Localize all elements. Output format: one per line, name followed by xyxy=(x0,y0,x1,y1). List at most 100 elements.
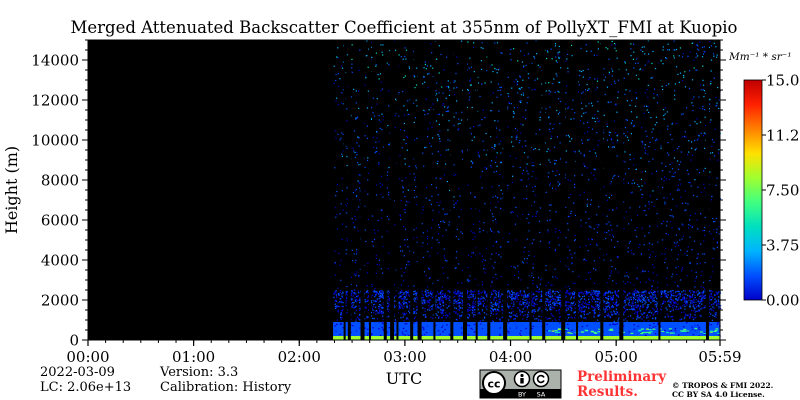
noise-pixel xyxy=(438,307,440,309)
boundary-layer-pixel xyxy=(497,324,500,326)
noise-pixel xyxy=(674,49,676,51)
noise-pixel xyxy=(614,292,617,295)
noise-pixel xyxy=(415,312,417,314)
noise-pixel xyxy=(623,217,625,219)
noise-pixel xyxy=(674,242,676,244)
noise-pixel xyxy=(565,150,567,152)
noise-pixel xyxy=(603,294,605,296)
noise-pixel xyxy=(335,194,337,197)
noise-pixel xyxy=(454,293,456,295)
noise-pixel xyxy=(549,240,551,243)
noise-pixel xyxy=(610,138,612,141)
noise-pixel xyxy=(398,296,400,299)
noise-pixel xyxy=(403,122,406,125)
noise-pixel xyxy=(380,291,382,294)
boundary-layer-pixel xyxy=(468,329,471,331)
noise-pixel xyxy=(665,178,667,180)
noise-pixel xyxy=(650,296,652,298)
noise-pixel xyxy=(710,80,712,83)
noise-pixel xyxy=(496,303,498,305)
noise-pixel xyxy=(470,296,472,298)
boundary-layer-pixel xyxy=(498,326,501,328)
noise-pixel xyxy=(415,99,417,101)
noise-pixel xyxy=(598,224,600,226)
noise-pixel xyxy=(413,312,415,314)
boundary-layer-pixel xyxy=(491,327,493,329)
noise-pixel xyxy=(533,305,536,307)
noise-pixel xyxy=(612,142,614,144)
noise-pixel xyxy=(673,176,675,178)
noise-pixel xyxy=(387,308,389,310)
noise-pixel xyxy=(547,303,550,306)
boundary-layer-pixel xyxy=(622,325,625,327)
noise-pixel xyxy=(414,176,417,178)
noise-pixel xyxy=(525,145,527,147)
noise-pixel xyxy=(493,308,495,310)
noise-pixel xyxy=(640,291,642,293)
noise-pixel xyxy=(485,306,487,308)
noise-pixel xyxy=(526,307,529,309)
noise-pixel xyxy=(469,96,471,98)
noise-pixel xyxy=(467,184,469,186)
boundary-layer-pixel xyxy=(371,324,374,326)
boundary-layer-pixel xyxy=(610,325,613,327)
noise-pixel xyxy=(623,290,625,292)
noise-pixel xyxy=(553,78,555,80)
noise-pixel xyxy=(359,297,361,299)
noise-pixel xyxy=(453,174,455,177)
noise-pixel xyxy=(661,290,664,293)
noise-pixel xyxy=(431,183,433,186)
noise-pixel xyxy=(484,317,486,319)
noise-pixel xyxy=(352,260,354,262)
boundary-layer-pixel xyxy=(511,323,514,325)
noise-pixel xyxy=(407,318,409,320)
noise-pixel xyxy=(537,277,540,279)
noise-pixel xyxy=(701,296,703,298)
noise-pixel xyxy=(558,294,561,296)
noise-pixel xyxy=(642,269,644,271)
noise-pixel xyxy=(681,298,684,300)
noise-pixel xyxy=(713,77,715,79)
noise-pixel xyxy=(498,299,500,301)
noise-pixel xyxy=(350,298,352,300)
noise-pixel xyxy=(509,316,512,319)
noise-pixel xyxy=(378,163,380,166)
boundary-layer-pixel xyxy=(587,334,590,336)
noise-pixel xyxy=(704,226,706,229)
noise-pixel xyxy=(571,262,573,264)
noise-pixel xyxy=(468,315,471,318)
noise-pixel xyxy=(714,128,716,130)
noise-pixel xyxy=(550,313,552,315)
boundary-layer-pixel xyxy=(526,326,529,328)
noise-pixel xyxy=(593,117,595,119)
noise-pixel xyxy=(567,285,569,288)
noise-pixel xyxy=(552,290,554,292)
noise-pixel xyxy=(697,293,699,295)
noise-pixel xyxy=(477,312,479,314)
noise-pixel xyxy=(676,160,679,162)
noise-pixel xyxy=(650,117,652,119)
noise-pixel xyxy=(519,311,521,313)
noise-pixel xyxy=(640,157,642,159)
noise-pixel xyxy=(617,318,620,320)
boundary-layer-pixel xyxy=(399,329,402,331)
noise-pixel xyxy=(644,303,646,305)
noise-pixel xyxy=(570,316,572,318)
noise-pixel xyxy=(636,306,639,308)
noise-pixel xyxy=(459,307,461,309)
noise-pixel xyxy=(435,93,438,95)
noise-pixel xyxy=(680,307,682,309)
noise-pixel xyxy=(680,249,682,251)
noise-pixel xyxy=(580,303,583,306)
noise-pixel xyxy=(645,309,647,311)
noise-pixel xyxy=(372,309,374,311)
noise-pixel xyxy=(528,292,531,295)
aerosol-pixel xyxy=(694,328,698,330)
noise-pixel xyxy=(583,295,586,297)
noise-pixel xyxy=(654,296,657,298)
boundary-layer-pixel xyxy=(440,328,443,330)
noise-pixel xyxy=(661,303,664,305)
noise-pixel xyxy=(697,304,700,307)
noise-pixel xyxy=(402,298,404,300)
boundary-layer-pixel xyxy=(342,327,344,329)
